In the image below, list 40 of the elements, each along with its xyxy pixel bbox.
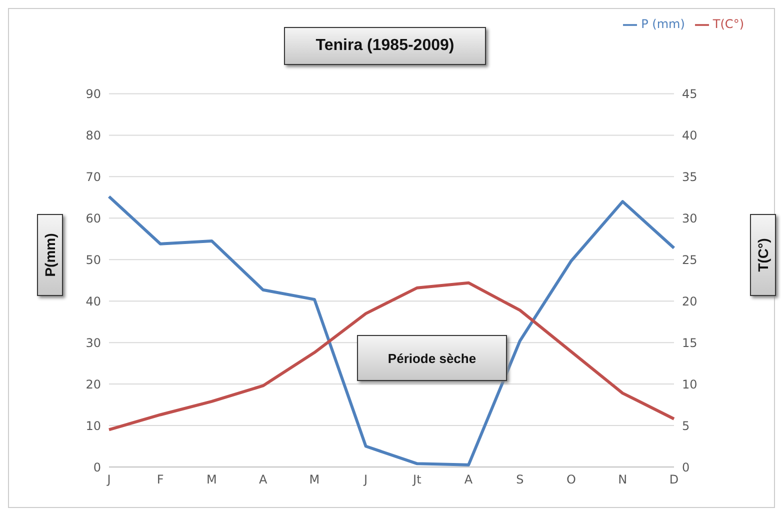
y-tick-label: 40 xyxy=(86,294,101,308)
legend-label: P (mm) xyxy=(641,17,685,31)
y-tick-label: 0 xyxy=(93,460,101,474)
y-tick-label: 20 xyxy=(86,377,101,392)
x-tick-label: F xyxy=(156,472,164,487)
y2-tick-label: 0 xyxy=(682,460,690,474)
y-tick-label: 90 xyxy=(86,86,101,101)
y2-tick-label: 10 xyxy=(682,377,698,392)
y2-tick-label: 5 xyxy=(682,418,690,433)
y2-tick-label: 25 xyxy=(682,252,698,267)
x-tick-label: A xyxy=(258,472,268,487)
y2-tick-label: 40 xyxy=(682,128,698,142)
x-tick-label: M xyxy=(309,472,320,487)
y2-tick-label: 35 xyxy=(682,170,698,184)
x-tick-label: J xyxy=(106,472,111,487)
line-series xyxy=(108,195,676,466)
legend-label: T(C°) xyxy=(712,17,744,31)
x-tick-label: Jt xyxy=(412,472,422,487)
chart-title: Tenira (1985-2009) xyxy=(284,27,486,65)
y2-axis-title: T(C°) xyxy=(755,238,771,272)
x-tick-label: J xyxy=(363,472,368,487)
x-tick-label: A xyxy=(464,472,474,487)
y2-tick-label: 20 xyxy=(682,294,698,308)
y-tick-label: 10 xyxy=(86,418,101,433)
y-tick-label: 30 xyxy=(86,336,101,350)
x-tick-label: N xyxy=(618,472,628,487)
y2-tick-label: 15 xyxy=(682,336,698,350)
y-tick-label: 50 xyxy=(86,252,101,267)
y-tick-label: 60 xyxy=(86,211,101,226)
line-series xyxy=(108,281,676,432)
y2-tick-label: 30 xyxy=(682,211,698,226)
y2-tick-label: 45 xyxy=(682,86,698,101)
x-tick-label: S xyxy=(516,472,524,487)
x-tick-label: O xyxy=(566,472,576,487)
x-tick-label: M xyxy=(206,472,217,487)
x-tick-label: D xyxy=(669,472,679,487)
note-box: Période sèche xyxy=(357,335,507,381)
y-tick-label: 80 xyxy=(86,128,101,142)
y-axis-title: P(mm) xyxy=(42,233,58,277)
y-tick-label: 70 xyxy=(86,170,101,184)
